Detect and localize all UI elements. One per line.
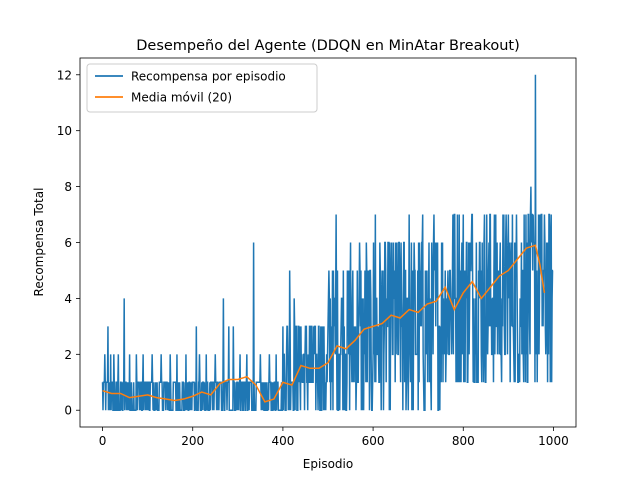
x-tick-label: 1000 (538, 434, 569, 448)
x-tick-label: 400 (271, 434, 294, 448)
legend: Recompensa por episodio Media móvil (20) (86, 63, 318, 113)
y-tick-label: 4 (64, 292, 72, 306)
x-axis-ticks: 0 200 400 600 800 1000 (99, 427, 569, 448)
x-axis-label: Episodio (303, 457, 353, 471)
plot-area (79, 57, 577, 428)
raw-reward-line (101, 74, 554, 411)
x-tick-label: 0 (99, 434, 107, 448)
chart-title: Desempeño del Agente (DDQN en MinAtar Br… (136, 38, 520, 54)
legend-ma-label: Media móvil (20) (131, 91, 232, 105)
moving-average-series (102, 244, 546, 403)
x-tick-label: 600 (362, 434, 385, 448)
y-tick-label: 0 (64, 404, 72, 418)
y-tick-label: 6 (64, 236, 72, 250)
y-tick-label: 8 (64, 180, 72, 194)
y-axis-label: Recompensa Total (32, 188, 46, 297)
y-tick-label: 12 (57, 68, 72, 82)
moving-average-line (102, 244, 546, 403)
y-axis-ticks: 0 2 4 6 8 10 12 (57, 68, 80, 418)
y-tick-label: 2 (64, 348, 72, 362)
raw-reward-series (101, 74, 554, 411)
legend-raw-label: Recompensa por episodio (131, 70, 286, 84)
legend-box (86, 63, 318, 113)
x-tick-label: 200 (181, 434, 204, 448)
x-tick-label: 800 (452, 434, 475, 448)
y-tick-label: 10 (57, 124, 72, 138)
